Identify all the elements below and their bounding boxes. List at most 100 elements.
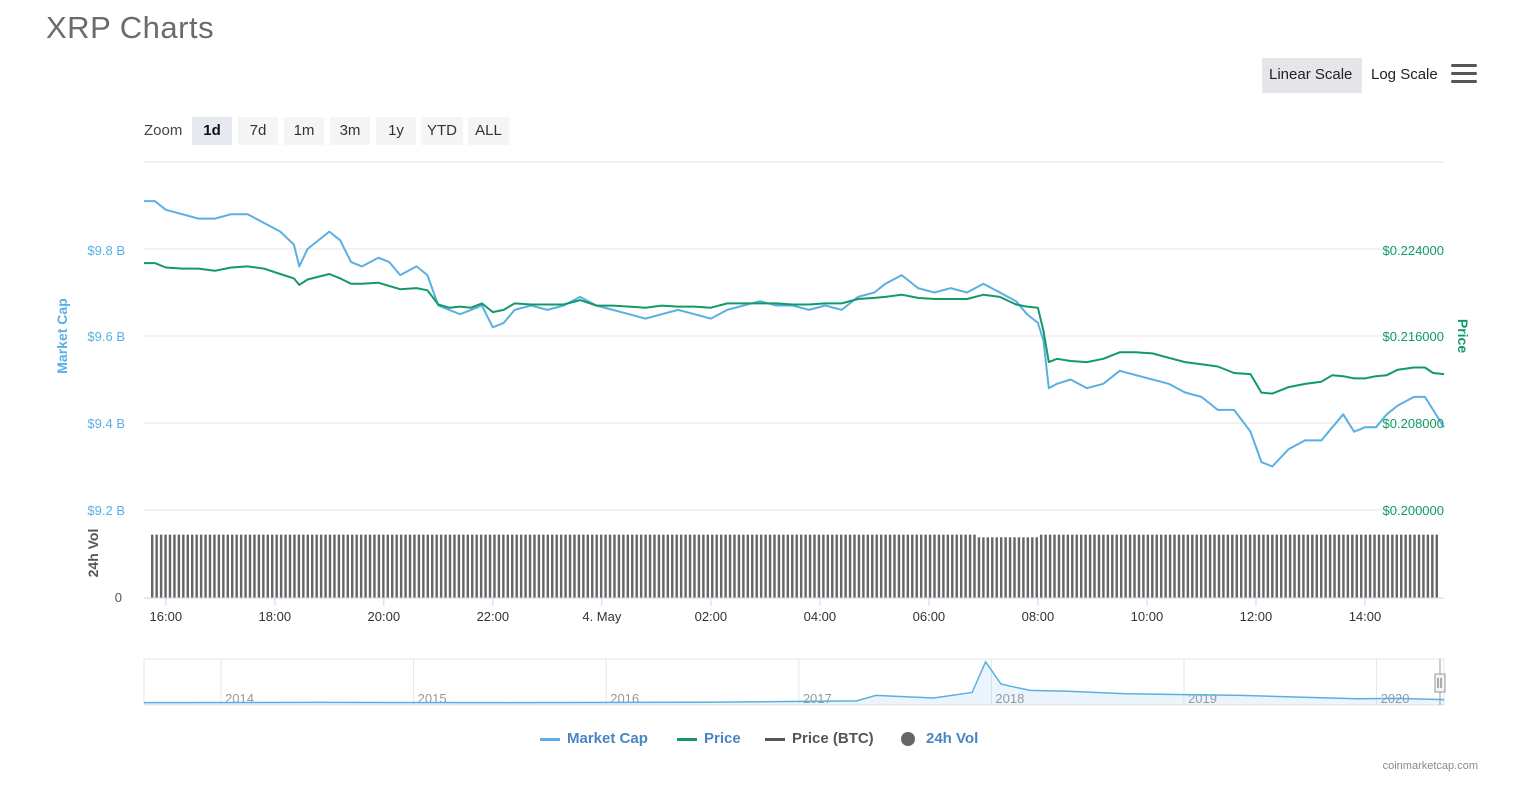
volume-bar <box>333 534 336 598</box>
volume-bar <box>199 534 203 598</box>
volume-bar <box>777 534 781 598</box>
volume-bar <box>928 534 932 598</box>
navigator-handle[interactable] <box>1434 673 1446 693</box>
credit-link[interactable]: coinmarketcap.com <box>1382 760 1478 772</box>
volume-bar <box>719 534 723 598</box>
legend-market-cap[interactable]: Market Cap <box>540 729 656 749</box>
volume-bar <box>999 537 1003 598</box>
legend-price-btc[interactable]: Price (BTC) <box>765 729 880 749</box>
zoom-ytd-button[interactable]: YTD <box>421 117 463 145</box>
volume-bar <box>644 534 647 598</box>
zoom-all-button[interactable]: ALL <box>468 117 509 145</box>
zoom-1y-button[interactable]: 1y <box>376 117 416 145</box>
volume-bar <box>631 534 634 598</box>
grid-lines <box>144 161 1444 511</box>
legend-price[interactable]: Price <box>677 729 747 749</box>
navigator[interactable]: 2014 2015 2016 2017 2018 2019 2020 <box>143 658 1446 706</box>
volume-bar <box>1319 534 1323 598</box>
market-cap-line[interactable] <box>144 200 1445 468</box>
volume-bar <box>755 534 758 598</box>
volume-bar <box>551 534 554 598</box>
volume-bar <box>1275 534 1278 598</box>
zoom-1m-button[interactable]: 1m <box>284 117 324 145</box>
legend-dot-icon <box>901 732 915 746</box>
volume-bar <box>733 534 736 598</box>
volume-bar <box>826 534 830 598</box>
y-right-axis-title: Price <box>1455 319 1471 353</box>
volume-bar <box>737 534 741 598</box>
volume-bar <box>728 534 732 598</box>
log-scale-button[interactable]: Log Scale <box>1371 66 1438 83</box>
zoom-3m-button[interactable]: 3m <box>330 117 370 145</box>
volume-bar <box>226 534 229 598</box>
legend-24h-vol[interactable]: 24h Vol <box>901 729 991 749</box>
x-tick-label: 16:00 <box>150 609 183 624</box>
volume-bar <box>1191 534 1194 598</box>
volume-bar <box>511 534 514 598</box>
volume-bar <box>342 534 345 598</box>
volume-bar <box>684 534 687 598</box>
volume-bar <box>1039 534 1043 598</box>
navigator-area <box>144 661 1444 705</box>
volume-bar <box>231 534 234 598</box>
volume-bar <box>1182 534 1185 598</box>
volume-bar <box>1071 534 1074 598</box>
zoom-7d-button[interactable]: 7d <box>238 117 278 145</box>
volume-bar <box>404 534 407 598</box>
volume-bar <box>1168 534 1172 598</box>
x-axis: 16:00 18:00 20:00 22:00 4. May 02:00 04:00 06:0… <box>150 598 1381 624</box>
navigator-year-label: 2018 <box>995 691 1024 706</box>
volume-bar <box>1293 534 1296 598</box>
volume-bar <box>1013 537 1016 598</box>
volume-bar <box>1431 534 1434 598</box>
volume-bar <box>617 534 621 598</box>
linear-scale-button[interactable]: Linear Scale <box>1262 58 1362 93</box>
volume-bar <box>311 534 314 598</box>
volume-bar <box>951 534 954 598</box>
volume-bar <box>1253 534 1256 598</box>
volume-bar <box>151 534 154 598</box>
volume-bar <box>622 534 625 598</box>
volume-bar <box>315 534 318 598</box>
volume-bar <box>986 537 990 598</box>
legend-line-icon <box>540 738 560 741</box>
volume-bar <box>577 534 581 598</box>
volume-bar <box>1377 534 1381 598</box>
volume-bar <box>279 534 283 598</box>
volume-bar <box>217 534 221 598</box>
volume-bar <box>208 534 212 598</box>
volume-bar <box>688 534 692 598</box>
volume-bar <box>159 534 163 598</box>
volume-bar <box>1288 534 1292 598</box>
volume-bar <box>271 534 274 598</box>
zoom-1d-button[interactable]: 1d <box>192 117 232 145</box>
volume-bar <box>1373 534 1376 598</box>
y-left-tick: $9.6 B <box>87 329 125 344</box>
volume-bar <box>417 534 421 598</box>
volume-bar <box>484 534 487 598</box>
volume-bar <box>915 534 918 598</box>
price-lines <box>144 200 1445 468</box>
volume-bar <box>1382 534 1385 598</box>
volume-bar <box>1115 534 1118 598</box>
volume-bar <box>1355 534 1358 598</box>
hamburger-menu-icon[interactable] <box>1451 64 1477 86</box>
volume-bar <box>253 534 256 598</box>
volume-bar <box>1351 534 1354 598</box>
volume-bar <box>662 534 665 598</box>
volume-bar <box>1244 534 1247 598</box>
volume-bar <box>213 534 216 598</box>
volume-bar <box>1048 534 1052 598</box>
volume-bar <box>871 534 874 598</box>
volume-bar <box>1400 534 1403 598</box>
volume-bar <box>284 534 287 598</box>
volume-bar <box>1017 537 1021 598</box>
y-right-tick: $0.216000 <box>1383 329 1444 344</box>
volume-bar <box>453 534 456 598</box>
volume-bar <box>1151 534 1154 598</box>
volume-bar <box>937 534 941 598</box>
volume-bar <box>1102 534 1105 598</box>
volume-bar <box>626 534 630 598</box>
price-line[interactable] <box>144 262 1445 395</box>
volume-bar <box>1391 534 1394 598</box>
